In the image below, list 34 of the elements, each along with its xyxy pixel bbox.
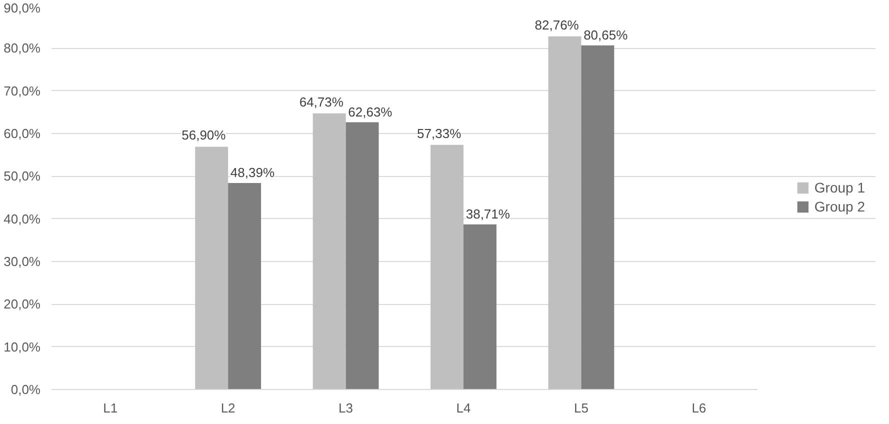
x-tick-label: L2 [220, 400, 236, 416]
y-tick-label: 40,0% [4, 211, 41, 226]
legend-label: Group 1 [814, 180, 865, 196]
legend-label: Group 2 [814, 198, 865, 214]
x-tick-label: L1 [103, 400, 118, 416]
data-label: 62,63% [348, 104, 393, 120]
bar [464, 224, 496, 390]
bar [430, 144, 464, 390]
bar [548, 36, 582, 390]
x-tick-label: L6 [692, 400, 706, 416]
y-tick-label: 50,0% [4, 168, 41, 184]
data-label: 82,76% [534, 17, 580, 32]
data-label: 64,73% [299, 94, 344, 110]
bar [228, 183, 262, 390]
x-tick-label: L4 [456, 400, 471, 416]
bar [346, 122, 379, 390]
y-tick-label: 90,0% [4, 0, 41, 16]
data-label: 38,71% [466, 206, 510, 222]
data-label: 80,65% [584, 27, 628, 42]
bar [312, 113, 346, 390]
y-tick-label: 20,0% [4, 296, 41, 312]
y-tick-label: 30,0% [4, 254, 41, 269]
data-label: 48,39% [230, 165, 275, 180]
y-tick-label: 60,0% [4, 126, 41, 141]
bar [195, 146, 228, 390]
x-tick-label: L5 [574, 400, 588, 416]
x-tick-label: L3 [338, 400, 354, 416]
y-tick-label: 10,0% [4, 339, 41, 354]
data-label: 57,33% [417, 126, 462, 141]
y-tick-label: 0,0% [10, 382, 41, 397]
data-label: 56,90% [182, 128, 226, 143]
y-tick-label: 80,0% [4, 40, 41, 56]
bar [581, 45, 614, 390]
y-tick-label: 70,0% [4, 83, 41, 98]
